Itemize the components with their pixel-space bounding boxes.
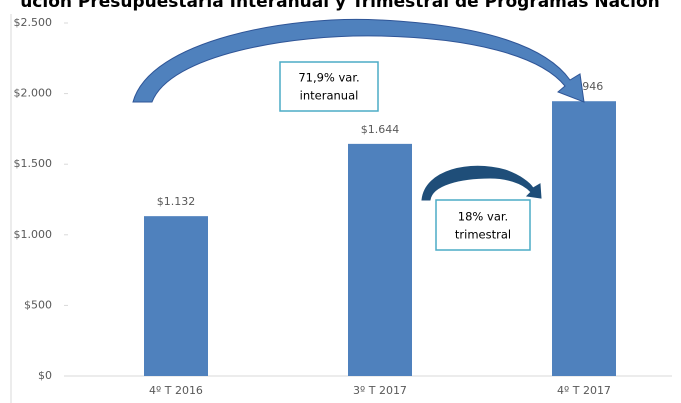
y-tick-label: $500 bbox=[24, 298, 52, 311]
annotation-box bbox=[435, 199, 531, 251]
data-label: $1.132 bbox=[157, 195, 196, 208]
y-tick-label: $0 bbox=[38, 369, 52, 382]
x-tick-label: 4º T 2016 bbox=[149, 384, 203, 397]
x-tick-label: 4º T 2017 bbox=[557, 384, 611, 397]
annotation: 18% var. bbox=[458, 210, 508, 224]
interannual-arrow bbox=[132, 18, 585, 103]
bar bbox=[552, 101, 616, 377]
annotation: interanual bbox=[300, 89, 359, 103]
annotation: trimestral bbox=[455, 228, 511, 242]
data-label: $1.644 bbox=[361, 123, 400, 136]
y-tick-label: $2.500 bbox=[14, 16, 53, 29]
y-tick-label: $1.500 bbox=[14, 157, 53, 170]
y-tick-label: $1.000 bbox=[14, 228, 53, 241]
annotation: 71,9% var. bbox=[298, 71, 359, 85]
quarterly-arrow bbox=[421, 165, 542, 201]
y-tick-label: $2.000 bbox=[14, 87, 53, 100]
annotation-box bbox=[279, 61, 379, 112]
bar bbox=[144, 216, 208, 376]
bar bbox=[348, 143, 412, 376]
x-tick-label: 3º T 2017 bbox=[353, 384, 407, 397]
chart-title: ución Presupuestaria Interanual y Trimes… bbox=[20, 0, 660, 12]
